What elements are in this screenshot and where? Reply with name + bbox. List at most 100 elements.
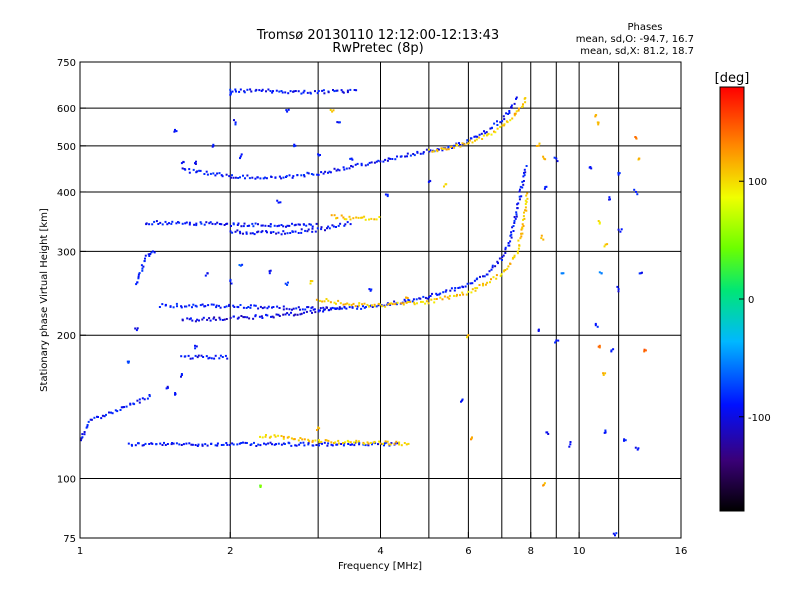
- scatter-point: [287, 108, 290, 111]
- trace-point: [486, 281, 489, 284]
- trace-point: [83, 433, 86, 436]
- trace-point: [467, 142, 470, 145]
- scatter-point: [594, 322, 597, 325]
- y-tick-label: 500: [57, 142, 76, 153]
- trace-point: [303, 444, 306, 447]
- trace-point: [275, 443, 277, 446]
- trace-point: [377, 302, 380, 305]
- trace-point: [520, 235, 523, 238]
- trace-point: [198, 319, 200, 322]
- scatter-point: [597, 121, 600, 124]
- trace-point: [431, 150, 434, 153]
- trace-point: [364, 306, 367, 308]
- trace-point: [436, 293, 439, 296]
- trace-point: [89, 418, 92, 421]
- trace-point: [409, 300, 412, 303]
- trace-point: [299, 441, 302, 444]
- trace-point: [326, 444, 329, 447]
- trace-point: [212, 303, 215, 306]
- trace-point: [333, 167, 336, 170]
- trace-point: [465, 293, 468, 296]
- trace-point: [210, 357, 213, 360]
- trace-point: [330, 443, 333, 446]
- scatter-point: [445, 183, 448, 186]
- trace-point: [519, 237, 522, 240]
- trace-point: [287, 92, 290, 95]
- trace-point: [310, 306, 313, 309]
- trace-point: [323, 300, 326, 303]
- trace-point: [229, 88, 232, 91]
- trace-point: [461, 291, 464, 294]
- trace-point: [296, 174, 299, 177]
- trace-point: [225, 173, 228, 176]
- trace-point: [403, 298, 406, 301]
- scatter-point: [284, 282, 287, 285]
- trace-point: [436, 150, 439, 153]
- trace-point: [178, 443, 181, 446]
- scatter-point: [634, 136, 637, 138]
- trace-point: [393, 300, 396, 303]
- trace-point: [315, 222, 318, 225]
- trace-point: [175, 302, 178, 305]
- trace-point: [403, 442, 406, 444]
- trace-point: [257, 223, 259, 226]
- scatter-point: [234, 123, 237, 126]
- trace-point: [367, 442, 370, 445]
- trace-point: [199, 169, 202, 172]
- trace-point: [210, 303, 213, 306]
- trace-point: [396, 301, 399, 304]
- trace-point: [323, 92, 326, 95]
- trace-point: [267, 305, 270, 308]
- trace-point: [212, 172, 215, 175]
- scatter-point: [543, 482, 546, 485]
- trace-point: [416, 302, 418, 305]
- trace-point: [273, 443, 276, 446]
- trace-point: [83, 431, 86, 433]
- trace-point: [343, 168, 346, 171]
- trace-point: [205, 170, 208, 173]
- trace-point: [342, 166, 345, 169]
- trace-point: [476, 277, 479, 280]
- trace-point: [343, 224, 346, 227]
- trace-point: [237, 316, 240, 319]
- trace-point: [274, 435, 277, 438]
- trace-point: [395, 440, 398, 443]
- trace-point: [180, 306, 183, 309]
- trace-point: [202, 316, 205, 319]
- trace-point: [502, 254, 505, 257]
- scatter-point: [542, 155, 545, 158]
- trace-point: [363, 306, 366, 309]
- trace-point: [447, 145, 450, 148]
- trace-point: [500, 273, 503, 276]
- trace-point: [257, 307, 260, 310]
- trace-point: [134, 444, 137, 447]
- trace-point: [492, 276, 495, 279]
- trace-point: [119, 409, 122, 411]
- trace-point: [342, 91, 345, 94]
- trace-point: [479, 275, 481, 278]
- trace-point: [243, 90, 246, 93]
- trace-point: [208, 356, 211, 359]
- trace-point: [266, 307, 269, 310]
- trace-point: [299, 313, 302, 316]
- trace-point: [270, 315, 272, 318]
- scatter-point: [126, 360, 129, 363]
- trace-point: [398, 441, 401, 444]
- trace-point: [326, 227, 328, 230]
- trace-point: [141, 269, 144, 272]
- trace-point: [508, 244, 511, 247]
- colorbar-tick-label: -100: [748, 413, 771, 424]
- trace-point: [253, 441, 255, 444]
- scatter-point: [535, 145, 538, 147]
- scatter-point: [643, 350, 646, 353]
- trace-point: [305, 224, 308, 227]
- scatter-point: [470, 437, 473, 440]
- trace-point: [374, 442, 377, 445]
- trace-point: [269, 225, 272, 228]
- trace-point: [136, 399, 139, 402]
- scatter-point: [336, 121, 339, 124]
- trace-point: [209, 172, 212, 175]
- trace-point: [290, 444, 293, 447]
- trace-point: [206, 318, 209, 321]
- trace-point: [384, 305, 387, 308]
